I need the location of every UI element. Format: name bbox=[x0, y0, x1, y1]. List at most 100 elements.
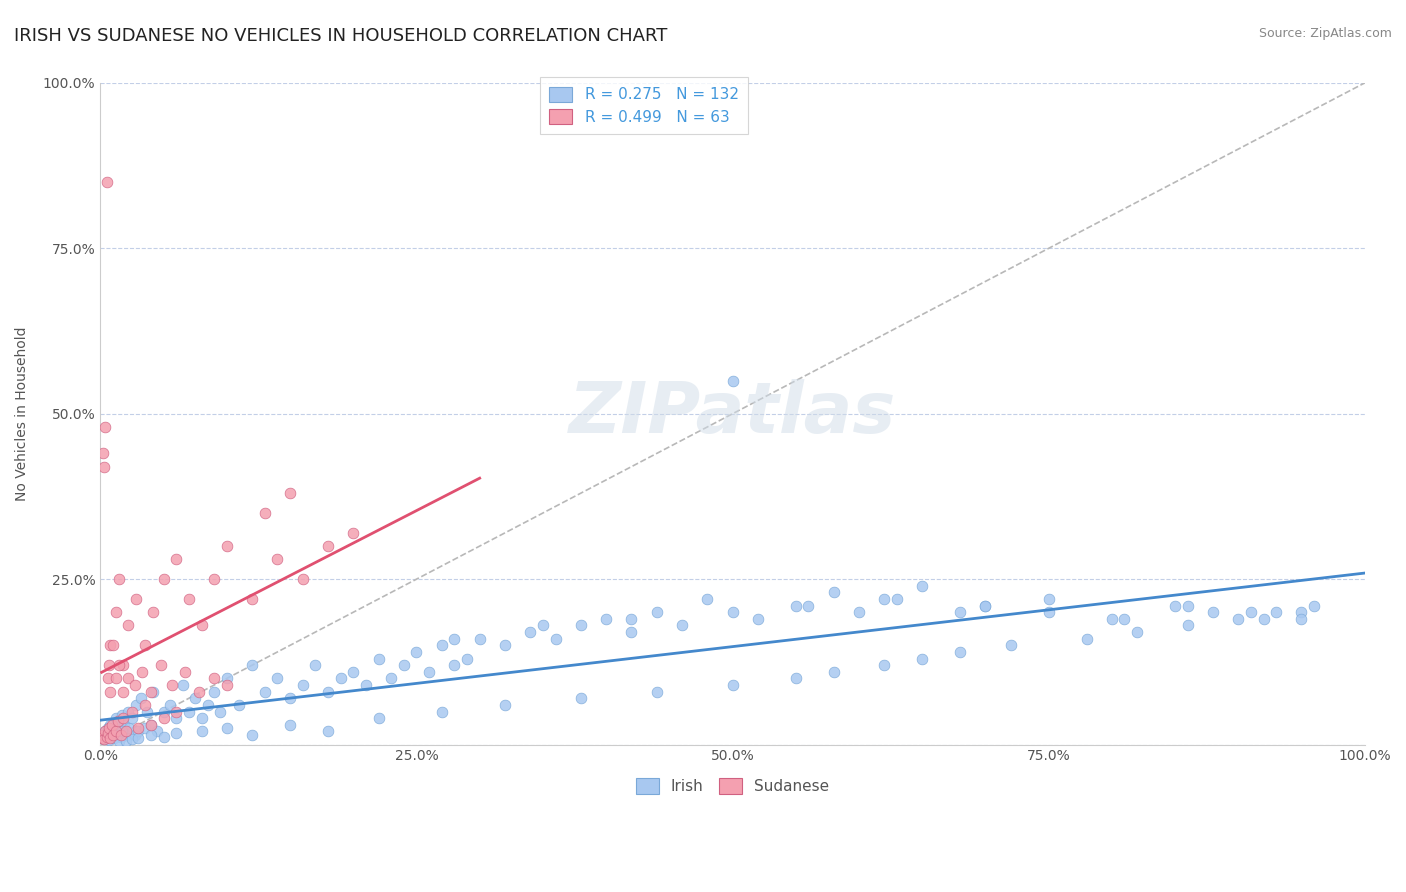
Point bbox=[112, 711, 135, 725]
Point bbox=[152, 730, 174, 744]
Point bbox=[531, 618, 554, 632]
Point bbox=[124, 678, 146, 692]
Point bbox=[184, 691, 207, 706]
Point bbox=[142, 684, 165, 698]
Point bbox=[97, 721, 120, 735]
Point bbox=[405, 645, 427, 659]
Point bbox=[721, 678, 744, 692]
Point bbox=[1038, 605, 1060, 619]
Point bbox=[91, 446, 114, 460]
Point bbox=[747, 612, 769, 626]
Point bbox=[911, 579, 934, 593]
Point bbox=[121, 711, 143, 725]
Point bbox=[620, 625, 643, 640]
Point bbox=[96, 175, 118, 189]
Point bbox=[112, 658, 135, 673]
Point bbox=[329, 672, 352, 686]
Point bbox=[316, 724, 339, 739]
Point bbox=[101, 728, 124, 742]
Point bbox=[190, 618, 212, 632]
Point bbox=[1265, 605, 1288, 619]
Point bbox=[721, 605, 744, 619]
Point bbox=[98, 730, 121, 744]
Point bbox=[380, 672, 402, 686]
Point bbox=[569, 691, 592, 706]
Point bbox=[91, 728, 114, 742]
Point bbox=[127, 731, 149, 745]
Point bbox=[595, 612, 617, 626]
Point bbox=[519, 625, 541, 640]
Point bbox=[1076, 632, 1098, 646]
Point bbox=[209, 705, 232, 719]
Point bbox=[468, 632, 491, 646]
Point bbox=[111, 707, 134, 722]
Point bbox=[620, 612, 643, 626]
Point bbox=[228, 698, 250, 712]
Point bbox=[1177, 618, 1199, 632]
Point bbox=[278, 691, 301, 706]
Point bbox=[112, 724, 135, 739]
Point bbox=[278, 486, 301, 500]
Point bbox=[291, 572, 314, 586]
Point bbox=[104, 672, 127, 686]
Point bbox=[108, 658, 131, 673]
Point bbox=[94, 724, 117, 739]
Point bbox=[291, 678, 314, 692]
Point bbox=[418, 665, 440, 679]
Point bbox=[114, 724, 136, 739]
Point bbox=[1227, 612, 1250, 626]
Point bbox=[108, 714, 131, 729]
Point bbox=[152, 572, 174, 586]
Point bbox=[93, 459, 115, 474]
Point bbox=[104, 724, 127, 739]
Point bbox=[114, 733, 136, 747]
Point bbox=[911, 651, 934, 665]
Point bbox=[96, 730, 118, 744]
Point bbox=[103, 731, 125, 745]
Point bbox=[174, 665, 197, 679]
Point bbox=[253, 506, 276, 520]
Point bbox=[645, 605, 668, 619]
Point bbox=[165, 552, 187, 566]
Point bbox=[105, 728, 128, 742]
Point bbox=[165, 725, 187, 739]
Point bbox=[190, 724, 212, 739]
Point bbox=[266, 672, 288, 686]
Point bbox=[101, 728, 124, 742]
Point bbox=[108, 572, 131, 586]
Point bbox=[443, 632, 465, 646]
Point bbox=[93, 728, 115, 742]
Point bbox=[721, 374, 744, 388]
Point bbox=[1303, 599, 1326, 613]
Point bbox=[139, 717, 162, 731]
Point bbox=[177, 705, 200, 719]
Point bbox=[152, 711, 174, 725]
Point bbox=[100, 723, 122, 737]
Point bbox=[97, 725, 120, 739]
Point bbox=[430, 638, 453, 652]
Point bbox=[108, 734, 131, 748]
Point bbox=[304, 658, 326, 673]
Point bbox=[100, 638, 122, 652]
Point bbox=[139, 684, 162, 698]
Point bbox=[98, 658, 121, 673]
Point bbox=[1240, 605, 1263, 619]
Point bbox=[278, 717, 301, 731]
Point bbox=[165, 711, 187, 725]
Point bbox=[127, 721, 149, 735]
Point bbox=[202, 684, 225, 698]
Point bbox=[96, 730, 118, 744]
Point bbox=[110, 730, 132, 744]
Point bbox=[392, 658, 415, 673]
Point bbox=[1114, 612, 1136, 626]
Point bbox=[94, 724, 117, 739]
Point bbox=[316, 684, 339, 698]
Point bbox=[190, 711, 212, 725]
Text: ZIPatlas: ZIPatlas bbox=[569, 379, 896, 449]
Point bbox=[1291, 605, 1313, 619]
Point bbox=[159, 698, 181, 712]
Point bbox=[494, 698, 516, 712]
Point bbox=[569, 618, 592, 632]
Point bbox=[125, 592, 148, 607]
Point bbox=[696, 592, 718, 607]
